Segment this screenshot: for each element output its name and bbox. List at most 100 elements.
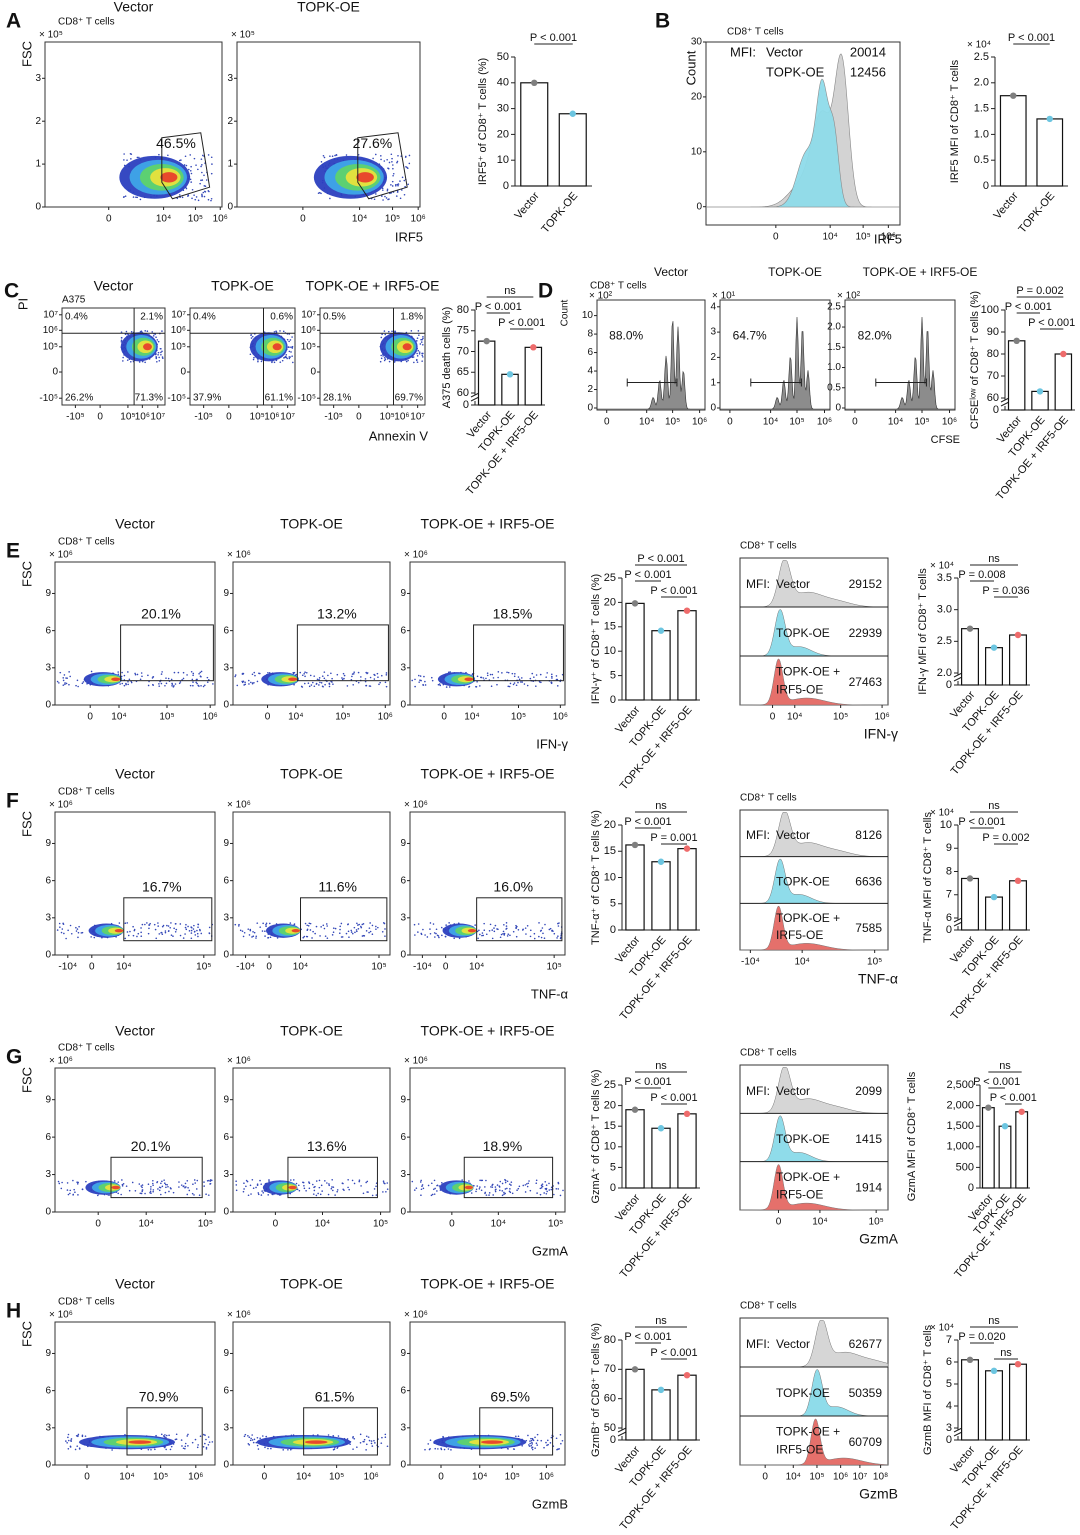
event-dot (200, 165, 202, 168)
event-dot (413, 923, 416, 926)
x-tick-label: 10⁸ (873, 1472, 888, 1483)
event-dot (479, 1186, 481, 1188)
event-dot (373, 1188, 376, 1190)
event-dot (362, 934, 365, 937)
event-dot (308, 1181, 310, 1183)
y-tick-label: 15 (604, 621, 616, 633)
event-dot (243, 1435, 246, 1438)
legend-name: Vector (766, 44, 804, 59)
plot-frame (54, 1067, 216, 1213)
event-dot (120, 331, 123, 333)
event-dot (404, 156, 407, 158)
significance-label: P < 0.001 (1028, 317, 1075, 329)
event-dot (130, 153, 133, 155)
event-dot (201, 164, 203, 166)
event-dot (180, 159, 182, 161)
significance-label: P < 0.001 (624, 816, 671, 828)
event-dot (195, 1188, 198, 1190)
event-dot (368, 685, 371, 687)
event-dot (499, 1189, 501, 1192)
event-dot (308, 922, 311, 925)
event-dot (379, 681, 381, 684)
y-tick-label: 9 (223, 1094, 229, 1105)
event-dot (470, 1192, 473, 1194)
event-dot (499, 936, 502, 939)
event-dot (125, 682, 127, 685)
y-tick-label: 0 (610, 694, 616, 706)
significance-label: ns (504, 285, 516, 297)
event-dot (192, 674, 194, 677)
plot-frame (232, 1321, 391, 1466)
event-dot (371, 924, 374, 927)
gate-label: CD8⁺ T cells (58, 17, 115, 28)
event-dot (184, 1186, 186, 1189)
y-tick-label: 6 (45, 1132, 51, 1143)
y-tick-label: 80 (604, 1334, 616, 1346)
plot-frame (54, 1321, 216, 1466)
event-dot (123, 159, 125, 161)
event-dot (156, 339, 159, 341)
y-tick-label: 6 (400, 875, 406, 886)
event-dot (167, 930, 170, 933)
x-tick-label: 10⁶ (135, 412, 150, 423)
quadrant-percent: 71.3% (135, 393, 163, 404)
event-dot (202, 1445, 205, 1448)
significance-label: P < 0.001 (624, 569, 671, 581)
event-dot (420, 679, 422, 682)
legend-name: Vector (776, 1337, 810, 1351)
event-dot (148, 927, 150, 930)
event-dot (288, 346, 290, 348)
event-dot (404, 185, 406, 188)
event-dot (448, 686, 451, 688)
event-dot (246, 1180, 249, 1183)
event-dot (74, 1191, 76, 1193)
event-dot (489, 673, 492, 676)
event-dot (423, 675, 425, 678)
event-dot (194, 1182, 197, 1184)
gate (161, 132, 211, 200)
event-dot (182, 1185, 185, 1188)
axis-multiplier: × 10⁴ (930, 561, 954, 572)
event-dot (290, 346, 292, 349)
event-dot (59, 926, 61, 928)
event-dot (557, 1188, 560, 1190)
significance-label: P = 0.020 (958, 1331, 1005, 1343)
event-dot (120, 339, 123, 342)
y-tick-label: 0 (983, 180, 989, 192)
event-dot (381, 1436, 383, 1439)
y-tick-label: 3.0 (937, 604, 952, 616)
event-dot (207, 190, 210, 192)
event-dot (370, 1442, 373, 1445)
event-dot (121, 1179, 123, 1181)
event-dot (160, 1182, 162, 1185)
x-tick-label: 10⁵ (159, 712, 174, 723)
event-dot (539, 1193, 542, 1196)
event-dot (306, 924, 308, 927)
event-dot (421, 360, 423, 362)
event-dot (190, 172, 193, 175)
event-dot (476, 1185, 479, 1187)
event-dot (483, 922, 485, 925)
plot-frame (844, 299, 956, 411)
y-axis-label: IRF5 MFI of CD8⁺ T cells (949, 59, 961, 183)
event-dot (494, 924, 497, 927)
legend-name: IRF5-OE (776, 1442, 823, 1456)
event-dot (248, 1444, 251, 1446)
x-tick-label: 0 (266, 962, 272, 973)
event-dot (380, 674, 383, 677)
event-dot (384, 928, 386, 930)
event-dot (362, 923, 365, 925)
event-dot (427, 1184, 430, 1187)
event-dot (357, 927, 360, 930)
event-dot (430, 1194, 433, 1197)
event-dot (136, 156, 139, 159)
event-dot (343, 1189, 345, 1191)
x-tick-label: 10⁷ (150, 412, 165, 423)
event-dot (476, 680, 478, 683)
event-dot (279, 361, 282, 363)
legend-name: Vector (776, 577, 810, 591)
significance-label: P < 0.001 (637, 553, 684, 565)
event-dot (173, 685, 175, 687)
y-tick-label: 0 (52, 367, 58, 378)
event-dot (386, 158, 388, 161)
